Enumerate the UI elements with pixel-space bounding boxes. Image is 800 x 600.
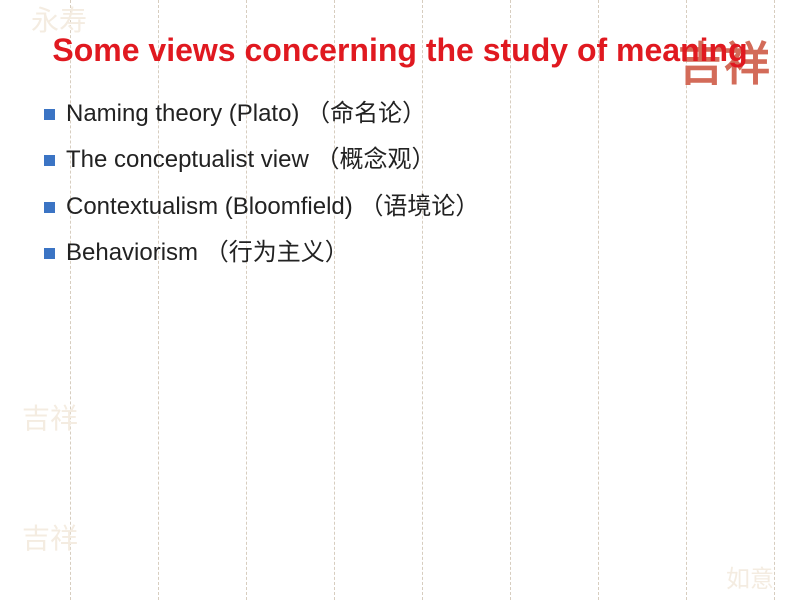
bullet-item: Behaviorism （行为主义） bbox=[40, 237, 770, 269]
seal-char: 吉祥 bbox=[22, 406, 78, 434]
slide-title: Some views concerning the study of meani… bbox=[30, 30, 770, 70]
bullet-list: Naming theory (Plato) （命名论） The conceptua… bbox=[30, 98, 770, 270]
seal-bottom-right: 如意 bbox=[710, 560, 790, 600]
seal-char: 吉祥 bbox=[22, 526, 78, 554]
seal-left-bottom: 吉祥 bbox=[10, 500, 90, 580]
slide-content: Some views concerning the study of meani… bbox=[0, 0, 800, 270]
bullet-item: Naming theory (Plato) （命名论） bbox=[40, 98, 770, 130]
bullet-item: The conceptualist view （概念观） bbox=[40, 144, 770, 176]
bullet-item: Contextualism (Bloomfield) （语境论） bbox=[40, 191, 770, 223]
seal-left-mid: 吉祥 bbox=[10, 380, 90, 460]
seal-char: 如意 bbox=[726, 568, 774, 592]
